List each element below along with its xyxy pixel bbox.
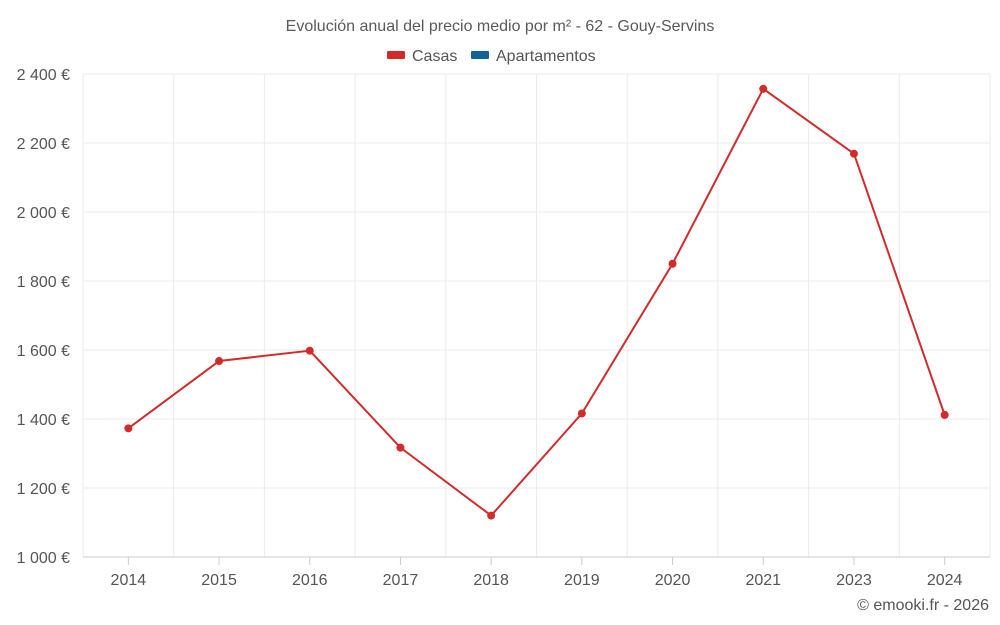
legend-label-casas[interactable]: Casas	[412, 48, 457, 65]
legend-swatch-casas[interactable]	[387, 51, 405, 59]
data-point[interactable]	[215, 357, 224, 366]
x-axis: 2014 2015 2016 2017 2018 2019 2020 2021 2023 2024	[83, 556, 990, 589]
x-tick-label: 2020	[655, 572, 691, 589]
legend-label-apartamentos[interactable]: Apartamentos	[496, 48, 596, 65]
y-tick-label: 1 400 €	[17, 412, 70, 429]
series-line-casas	[127, 87, 946, 517]
y-tick-label: 1 600 €	[17, 343, 70, 360]
y-tick-label: 2 200 €	[17, 136, 70, 153]
data-point[interactable]	[124, 424, 133, 433]
series-group	[124, 84, 949, 520]
data-point[interactable]	[305, 346, 314, 355]
y-tick-label: 2 000 €	[17, 205, 70, 222]
x-tick-label: 2017	[383, 572, 419, 589]
y-tick-label: 1 000 €	[17, 550, 70, 567]
x-tick-label: 2024	[927, 572, 963, 589]
data-point[interactable]	[577, 409, 586, 418]
y-tick-label: 2 400 €	[17, 67, 70, 84]
x-tick-label: 2019	[564, 572, 600, 589]
y-tick-label: 1 200 €	[17, 481, 70, 498]
data-point[interactable]	[759, 84, 768, 93]
data-point[interactable]	[668, 259, 677, 268]
chart-title: Evolución anual del precio medio por m² …	[286, 18, 715, 35]
x-tick-label: 2021	[745, 572, 781, 589]
x-tick-label: 2015	[201, 572, 237, 589]
x-tick-label: 2023	[836, 572, 872, 589]
x-tick-label: 2018	[473, 572, 509, 589]
credit-text: © emooki.fr - 2026	[857, 597, 989, 614]
x-tick-label: 2014	[111, 572, 147, 589]
y-tick-label: 1 800 €	[17, 274, 70, 291]
gridlines	[82, 73, 991, 557]
legend: Casas Apartamentos	[387, 48, 596, 65]
data-point[interactable]	[940, 410, 949, 419]
y-axis: 1 000 € 1 200 € 1 400 € 1 600 € 1 800 € 2 000…	[17, 67, 70, 567]
data-point[interactable]	[849, 149, 858, 158]
legend-swatch-apartamentos[interactable]	[471, 51, 489, 59]
data-point[interactable]	[487, 511, 496, 520]
data-point[interactable]	[396, 443, 405, 452]
x-tick-label: 2016	[292, 572, 328, 589]
